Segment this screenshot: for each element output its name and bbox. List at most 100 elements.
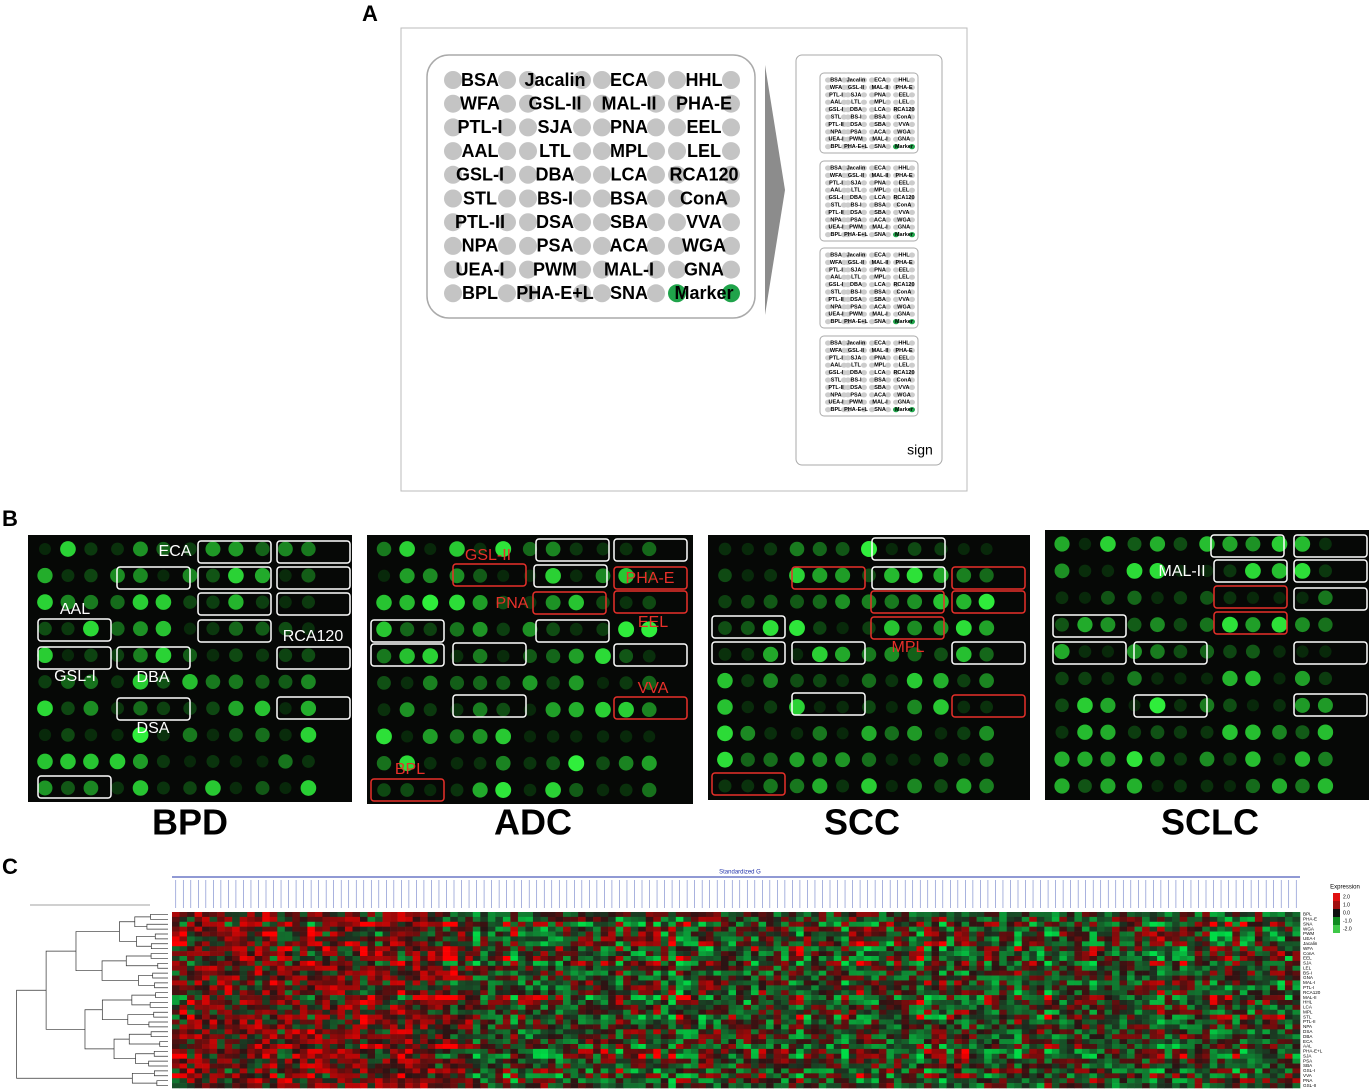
heatmap-cell <box>269 995 278 1001</box>
spot <box>885 407 891 413</box>
heatmap-cell <box>375 936 383 942</box>
heatmap-cell <box>1224 980 1233 986</box>
spot <box>861 319 867 325</box>
mini-label: STL <box>831 289 842 295</box>
heatmap-cell <box>1051 936 1060 942</box>
heatmap-cell <box>360 1024 368 1030</box>
heatmap-cell <box>179 1024 188 1030</box>
heatmap-cell <box>487 985 496 991</box>
heatmap-cell <box>1029 975 1038 981</box>
heatmap-cell <box>435 936 444 942</box>
heatmap-cell <box>999 1024 1008 1030</box>
heatmap-cell <box>1066 946 1075 952</box>
heatmap-cell <box>878 936 887 942</box>
spot <box>1222 616 1238 633</box>
heatmap-cell <box>405 1019 413 1025</box>
heatmap-cell <box>1232 1019 1241 1025</box>
spot <box>399 702 415 718</box>
heatmap-cell <box>525 1014 534 1020</box>
heatmap-cell <box>1021 1014 1030 1020</box>
heatmap-cell <box>863 1014 872 1020</box>
spot <box>545 702 561 718</box>
heatmap-cell <box>262 995 271 1001</box>
heatmap-cell <box>984 1019 992 1025</box>
heatmap-cell <box>615 980 624 986</box>
heatmap-cell <box>593 931 601 937</box>
heatmap-cell <box>848 946 857 952</box>
heatmap-cell <box>495 936 504 942</box>
heatmap-cell <box>668 912 677 918</box>
heatmap-cell <box>811 1014 820 1020</box>
panel-label: A <box>362 1 378 26</box>
heatmap-cell <box>1104 936 1113 942</box>
heatmap-cell <box>1051 1019 1060 1025</box>
heatmap-cell <box>630 1024 639 1030</box>
heatmap-cell <box>570 951 579 957</box>
heatmap-cell <box>1044 995 1053 1001</box>
heatmap-cell <box>698 990 707 996</box>
heatmap-cell <box>1284 990 1293 996</box>
heatmap-cell <box>961 951 970 957</box>
heatmap-cell <box>442 965 451 971</box>
heatmap-cell <box>194 936 203 942</box>
heatmap-cell <box>405 916 413 923</box>
heatmap-cell <box>435 990 444 996</box>
heatmap-cell <box>1044 975 1053 981</box>
heatmap-cell <box>1292 946 1301 952</box>
heatmap-cell <box>194 912 203 918</box>
heatmap-cell <box>645 1000 654 1006</box>
heatmap-cell <box>450 965 459 971</box>
spot <box>668 165 686 184</box>
mini-label: PWM <box>849 312 863 318</box>
heatmap-cell <box>1051 1000 1060 1006</box>
heatmap-cell <box>1051 960 1060 967</box>
heatmap-cell <box>705 941 714 947</box>
heatmap-cell <box>1292 1029 1301 1035</box>
heatmap-cell <box>382 921 391 927</box>
spot <box>885 319 891 325</box>
heatmap-cell <box>517 912 526 918</box>
heatmap-cell <box>720 960 729 967</box>
heatmap-cell <box>329 936 338 942</box>
heatmap-cell <box>939 936 947 942</box>
spot <box>573 118 591 137</box>
heatmap-cell <box>1179 985 1188 991</box>
heatmap-cell <box>1217 941 1226 947</box>
spot <box>861 180 867 186</box>
heatmap-cell <box>217 975 225 981</box>
heatmap-cell <box>1224 926 1233 932</box>
spot <box>789 541 805 557</box>
heatmap-cell <box>878 956 887 962</box>
heatmap-cell <box>194 1000 203 1006</box>
heatmap-cell <box>886 941 895 947</box>
heatmap-cell <box>585 1034 594 1040</box>
mini-label: PNA <box>874 355 886 361</box>
heatmap-cell <box>563 960 571 967</box>
spot <box>376 541 392 557</box>
heatmap-cell <box>247 990 256 996</box>
heatmap-cell <box>352 921 361 927</box>
spot <box>641 702 657 718</box>
heatmap-cell <box>570 980 579 986</box>
heatmap-cell <box>314 1000 323 1006</box>
heatmap-cell <box>668 960 677 967</box>
heatmap-cell <box>390 926 398 932</box>
heatmap-cell <box>1044 916 1053 923</box>
spot <box>885 136 891 142</box>
heatmap-cell <box>390 985 398 991</box>
heatmap-cell <box>1187 926 1196 932</box>
heatmap-cell <box>976 956 985 962</box>
heatmap-cell <box>1036 1009 1045 1015</box>
heatmap-cell <box>292 985 301 991</box>
heatmap-cell <box>893 1009 902 1015</box>
spot <box>569 569 583 583</box>
spot <box>979 778 994 794</box>
heatmap-cell <box>360 951 368 957</box>
heatmap-cell <box>344 1034 353 1040</box>
heatmap-cell <box>751 936 759 942</box>
spot <box>255 595 270 609</box>
spot <box>718 568 732 583</box>
heatmap-cell <box>878 985 887 991</box>
heatmap-cell <box>1089 926 1098 932</box>
heatmap-cell <box>856 946 865 952</box>
